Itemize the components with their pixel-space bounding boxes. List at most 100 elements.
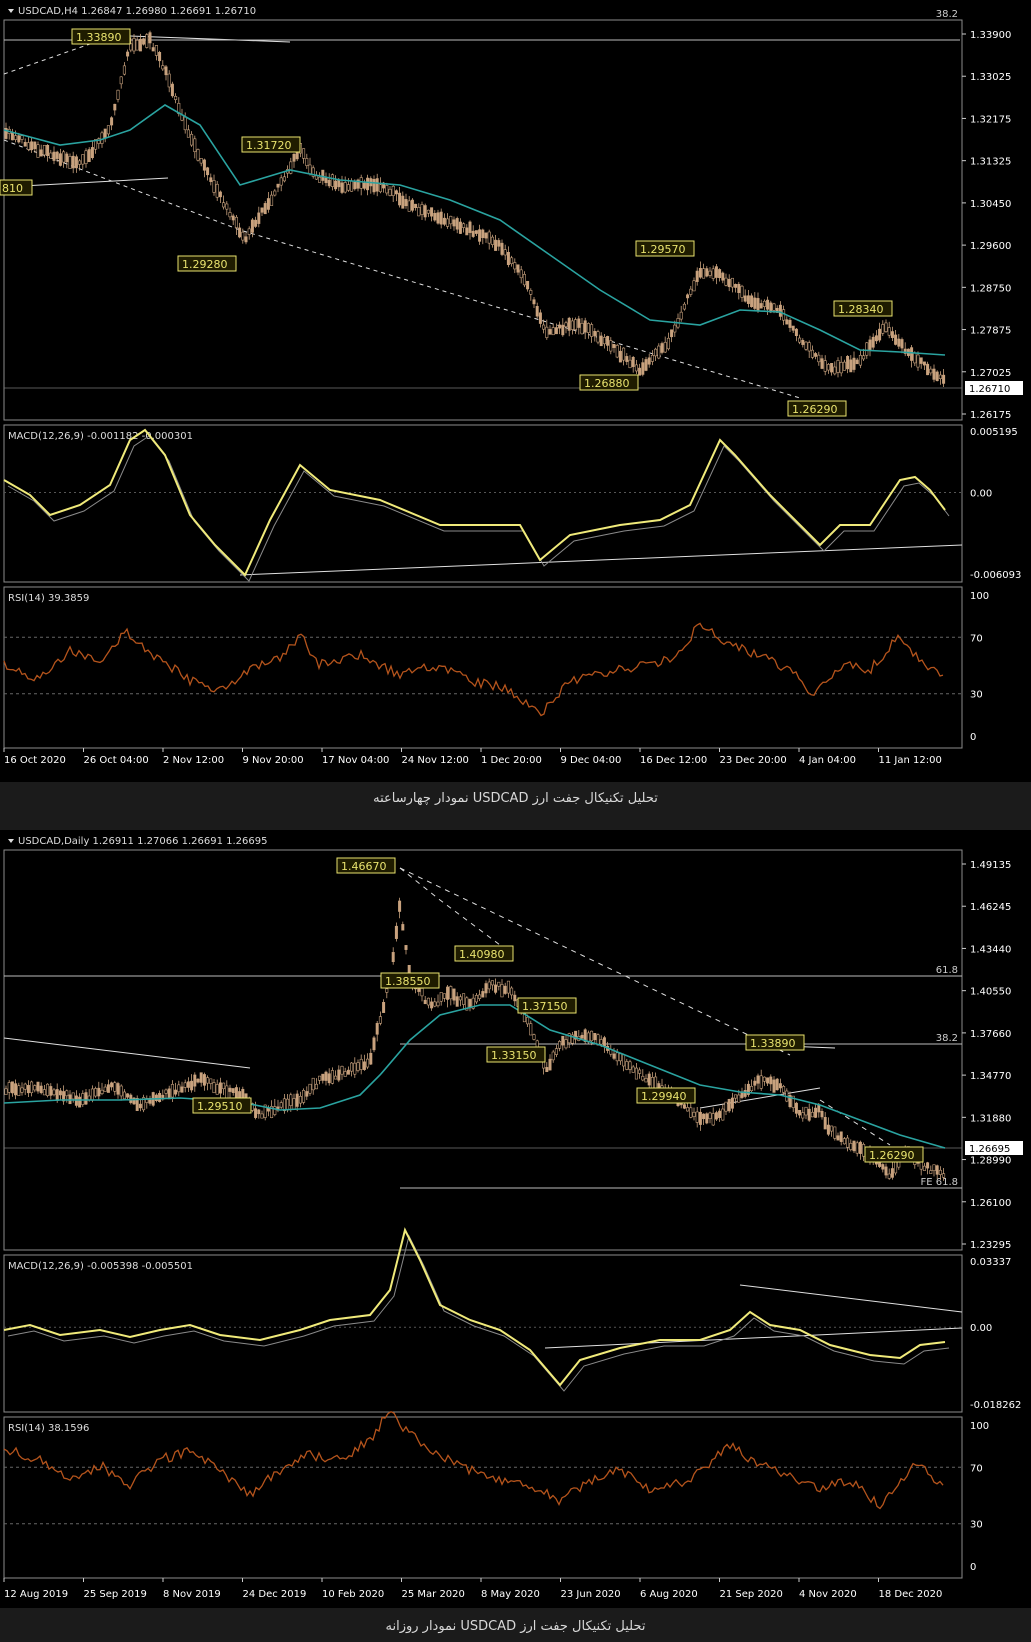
daily-price-label-box [636,1087,696,1104]
candle-body [420,988,424,997]
candle-body [164,66,168,76]
candle-body [247,228,251,235]
candle-body [788,319,792,328]
candle-body [590,1030,594,1042]
candle-body [366,177,370,191]
candle-body [638,367,642,376]
candle-body [394,190,398,195]
candle-body [228,1087,232,1092]
h4-date-label: 24 Nov 12:00 [402,755,469,766]
candle-body [257,1109,261,1115]
candle-body [554,327,558,335]
candle-body [535,306,539,317]
candle-body [631,357,635,367]
candle-body [714,1112,718,1120]
candle-body [257,212,261,224]
candle-body [538,312,542,324]
daily-price-label-box [864,1146,924,1163]
candle-body [772,1079,776,1093]
candle-body [545,1067,549,1073]
h4-price-label-box [635,240,695,257]
candle-body [852,1140,856,1152]
daily-macd-signal-line [7,1234,950,1392]
candle-body [193,138,197,152]
candle-body [94,139,98,150]
candle-body [46,144,50,156]
candle-body [625,356,629,362]
candle-body [228,212,232,218]
candle-body [273,190,277,196]
candle-body [487,981,491,990]
candle-body [593,1033,597,1041]
candle-body [305,1091,309,1097]
daily-header-dropdown-icon [8,839,14,843]
candle-body [682,1104,686,1109]
candle-body [766,299,770,310]
candle-body [494,984,498,993]
candle-body [68,156,72,169]
candle-body [817,354,821,363]
h4-date-label: 9 Nov 20:00 [243,755,304,766]
candle-body [903,348,907,354]
candle-body [826,1124,830,1135]
candle-body [894,334,898,345]
daily-header: USDCAD,Daily 1.26911 1.27066 1.26691 1.2… [18,836,268,847]
candle-body [855,359,859,365]
candle-body [641,362,645,375]
candle-body [449,215,453,225]
candle-body [196,1078,200,1083]
candle-body [708,270,712,276]
candle-body [862,355,866,360]
candle-body [894,1161,898,1174]
candle-body [433,1001,437,1007]
daily-moving-average-line [3,1004,946,1149]
candle-body [250,219,254,233]
candle-body [887,1173,891,1179]
candle-body [513,262,517,270]
candle-body [442,217,446,225]
candle-body [122,65,126,75]
candle-body [471,230,475,237]
candle-body [586,323,590,333]
candle-body [775,1078,779,1091]
daily-price-label: 1.37150 [522,1000,568,1013]
candle-body [122,1091,126,1100]
h4-price-axis-label: 1.29600 [970,241,1011,252]
daily-rsi-axis-label: 30 [970,1520,983,1531]
daily-trendline-left-resistance [3,1037,251,1069]
candle-body [634,364,638,372]
h4-price-label-box [0,179,33,196]
daily-rsi-axis-label: 100 [970,1421,989,1432]
candle-body [919,357,923,364]
candle-body [330,174,334,187]
candle-body [84,150,88,164]
h4-date-label: 26 Oct 04:00 [84,755,149,766]
candle-body [212,180,216,193]
candle-body [487,231,491,244]
candle-body [599,335,603,347]
candle-body [100,132,104,144]
candle-body [36,1081,40,1092]
candle-body [135,1098,139,1111]
candle-body [62,151,66,163]
candle-body [350,1062,354,1072]
candle-body [170,83,174,97]
candle-body [196,149,200,161]
candle-body [52,151,56,161]
candle-body [654,348,658,357]
candle-body [734,284,738,288]
daily-price-axis-label: 1.40550 [970,987,1011,998]
candle-body [788,1094,792,1108]
daily-trendline-inner-dashed [399,867,501,946]
candle-body [596,331,600,343]
candle-body [490,236,494,245]
daily-rsi-axis-label: 70 [970,1463,983,1474]
candle-body [503,985,507,994]
candle-body [567,317,571,331]
h4-price-axis-label: 1.28750 [970,283,1011,294]
candle-body [369,1052,373,1065]
candle-body [199,158,203,164]
candle-body [593,330,597,337]
candle-body [433,213,437,221]
candle-body [458,221,462,234]
